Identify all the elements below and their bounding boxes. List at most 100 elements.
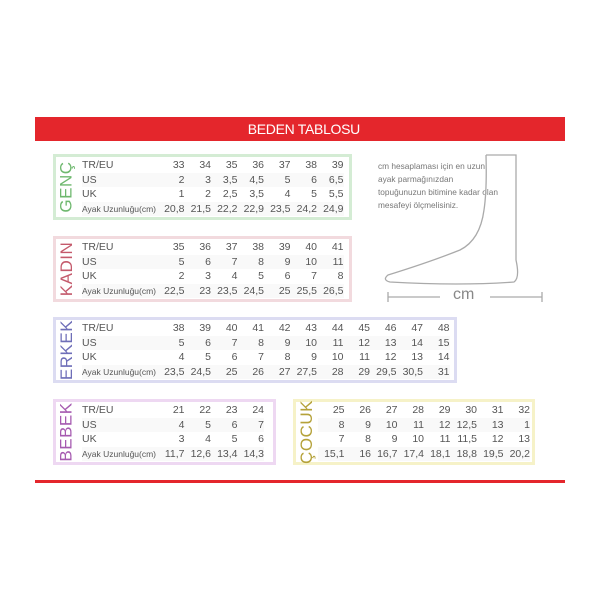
category-label: GENÇ: [56, 157, 78, 217]
size-cell: 5: [158, 255, 185, 270]
size-cell: 27,5: [291, 365, 317, 380]
size-cell: 30: [465, 404, 477, 417]
size-cell: 27: [385, 404, 398, 417]
size-cell: 22,9: [238, 202, 264, 217]
row-label: TR/EU: [82, 241, 114, 254]
size-cell: 29: [344, 365, 370, 380]
row-label: Ayak Uzunluğu(cm): [82, 365, 158, 380]
table-row: TR/EU 38 39 40 41 42 43 44 45 46 47 48: [82, 321, 450, 336]
size-cell: 6: [231, 351, 238, 364]
size-cell: 15,1: [318, 447, 344, 462]
size-cell: 23: [185, 284, 211, 299]
size-cell: 10: [291, 255, 317, 270]
size-cell: 31: [423, 365, 450, 380]
size-cell: 12,5: [451, 418, 477, 433]
size-cell: 3,5: [249, 188, 265, 201]
table-row: Ayak Uzunluğu(cm) 20,8 21,5 22,2 22,9 23,5 24,…: [82, 202, 344, 217]
size-cell: 8: [284, 351, 291, 364]
table-row: 15,1 16 16,7 17,4 18,1 18,8 19,5 20,2: [318, 447, 530, 462]
size-cell: 39: [278, 241, 291, 254]
size-cell: 12,6: [185, 447, 211, 462]
size-cell: 7: [311, 270, 318, 283]
size-cell: 9: [264, 336, 291, 351]
size-cell: 38: [172, 322, 185, 335]
size-cell: 4: [178, 351, 185, 364]
size-cell: 12: [424, 418, 451, 433]
size-cell: 13: [370, 336, 397, 351]
category-name: ÇOCUK: [297, 400, 316, 464]
size-cell: 11: [359, 351, 371, 364]
size-cell: 1: [504, 418, 530, 433]
table-row: US 4 5 6 7: [82, 418, 264, 433]
size-cell: 12: [491, 433, 504, 446]
size-cell: 35: [172, 241, 185, 254]
measurement-note: cm hesaplaması için en uzun ayak parmağı…: [378, 161, 498, 210]
size-cell: 5: [185, 418, 211, 433]
size-cell: 5: [158, 336, 185, 351]
size-cell: 6: [284, 270, 291, 283]
size-cell: 8: [238, 255, 264, 270]
size-cell: 5: [205, 351, 212, 364]
table-row: TR/EU 35 36 37 38 39 40 41: [82, 240, 344, 255]
size-cell: 14: [397, 336, 423, 351]
size-cell: 36: [199, 241, 212, 254]
size-cell: 48: [437, 322, 450, 335]
category-name: BEBEK: [57, 402, 77, 462]
size-cell: 25: [211, 365, 238, 380]
table-row: Ayak Uzunluğu(cm) 11,7 12,6 13,4 14,3: [82, 447, 264, 462]
size-cell: 21: [172, 404, 185, 417]
size-cell: 14: [437, 351, 450, 364]
size-cell: 7: [258, 351, 265, 364]
size-cell: 7: [238, 418, 264, 433]
size-table-erkek: ERKEK TR/EU 38 39 40 41 42 43 44 45 46 47 48 US 5 6 7 8 9 1…: [53, 317, 457, 383]
size-grid: TR/EU 38 39 40 41 42 43 44 45 46 47 48 US 5 6 7 8 9 10 11 12…: [82, 321, 450, 379]
size-cell: 31: [491, 404, 504, 417]
table-row: US 2 3 3,5 4,5 5 6 6,5: [82, 173, 344, 188]
size-cell: 47: [411, 322, 424, 335]
size-cell: 6: [211, 418, 238, 433]
size-cell: 32: [518, 404, 530, 417]
table-row: US 5 6 7 8 9 10 11: [82, 255, 344, 270]
size-cell: 24: [252, 404, 265, 417]
size-cell: 13: [518, 433, 530, 446]
table-row: TR/EU 21 22 23 24: [82, 403, 264, 418]
category-label: ÇOCUK: [296, 400, 318, 464]
size-cell: 26,5: [317, 284, 343, 299]
size-cell: 5: [311, 188, 318, 201]
row-label: TR/EU: [82, 159, 114, 172]
size-cell: 21,5: [185, 202, 211, 217]
size-cell: 43: [305, 322, 318, 335]
size-cell: 11: [317, 336, 344, 351]
size-cell: 6,5: [317, 173, 344, 188]
row-label: UK: [82, 188, 97, 201]
size-cell: 4: [205, 433, 212, 446]
size-cell: 7: [338, 433, 345, 446]
size-grid: TR/EU 21 22 23 24 US 4 5 6 7 UK 3 4 5 6 Ayak Uzunluğu(c…: [82, 403, 264, 461]
size-cell: 6: [258, 433, 265, 446]
size-cell: 10: [412, 433, 424, 446]
table-row: US 5 6 7 8 9 10 11 12 13 14 15: [82, 336, 450, 351]
size-cell: 24,2: [291, 202, 317, 217]
table-row: TR/EU 33 34 35 36 37 38 39: [82, 158, 344, 173]
size-cell: 4: [231, 270, 238, 283]
category-label: ERKEK: [56, 320, 78, 380]
size-table-cocuk: ÇOCUK 25 26 27 28 29 30 31 32 8 9 10 11 12 12,5 13 1 7 8 9 1…: [293, 399, 535, 465]
row-label: US: [82, 173, 158, 188]
size-cell: 41: [252, 322, 265, 335]
bottom-rule: [35, 480, 565, 483]
size-cell: 37: [278, 159, 291, 172]
category-name: KADIN: [57, 241, 76, 297]
size-grid: TR/EU 33 34 35 36 37 38 39 US 2 3 3,5 4,5 5 6 6,5 UK 1 2 2,…: [82, 158, 344, 216]
size-cell: 27: [264, 365, 291, 380]
size-cell: 13: [477, 418, 504, 433]
size-cell: 22: [199, 404, 212, 417]
size-cell: 24,5: [238, 284, 264, 299]
size-cell: 15: [423, 336, 450, 351]
size-cell: 20,8: [158, 202, 184, 217]
row-label: UK: [82, 270, 97, 283]
size-cell: 41: [331, 241, 344, 254]
category-label: BEBEK: [56, 402, 78, 462]
row-label: US: [82, 255, 158, 270]
size-cell: 9: [311, 351, 318, 364]
size-cell: 8: [318, 418, 345, 433]
